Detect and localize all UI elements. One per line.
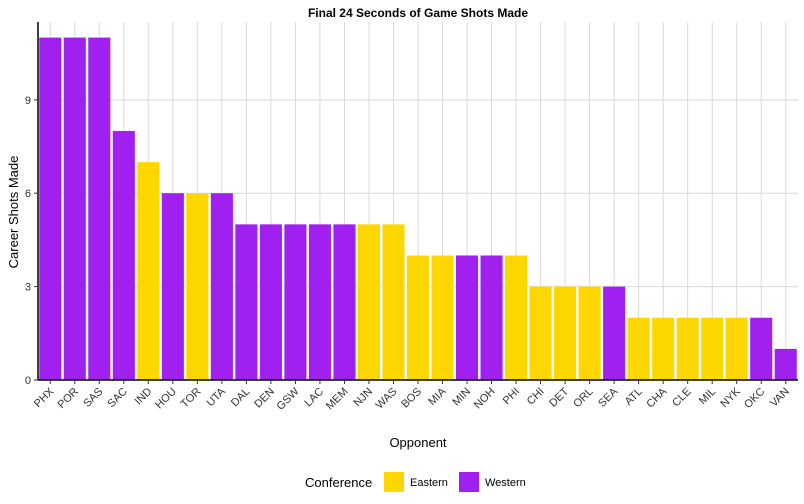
legend-title: Conference [305,475,372,490]
legend: Conference Eastern Western [305,472,526,492]
x-tick-label-den: DEN [252,386,277,411]
x-tick-label-ind: IND [133,386,155,408]
x-tick-label-mil: MIL [697,386,718,407]
bar-noh [480,255,503,380]
bar-mia [431,255,454,380]
bar-sea [603,286,626,380]
bar-sac [112,130,135,380]
bar-phi [505,255,528,380]
x-tick-label-cha: CHA [644,385,669,410]
x-tick-label-phx: PHX [32,385,57,410]
bar-mil [701,317,724,380]
x-tick-label-por: POR [56,386,81,411]
legend-swatch-western [459,472,479,492]
bar-hou [161,193,184,380]
x-tick-label-mem: MEM [324,386,351,413]
bar-tor [186,193,209,380]
y-tick-label: 3 [25,282,31,294]
bar-den [259,224,282,380]
y-ticks: 0 3 6 9 [25,95,38,387]
bar-dal [235,224,258,380]
bar-nyk [725,317,748,380]
bars [39,37,797,380]
x-tick-label-hou: HOU [153,386,179,412]
x-tick-label-orl: ORL [571,386,595,410]
x-tick-label-uta: UTA [205,385,229,409]
x-tick-label-bos: BOS [399,386,424,411]
x-tick-label-van: VAN [768,386,792,410]
legend-label-eastern: Eastern [410,477,448,489]
bar-lac [308,224,331,380]
bar-cle [676,317,699,380]
x-tick-label-cle: CLE [670,386,694,410]
bar-cha [652,317,675,380]
x-tick-label-sas: SAS [81,386,105,410]
chart-title: Final 24 Seconds of Game Shots Made [308,6,528,20]
x-tick-label-nyk: NYK [718,385,743,410]
x-tick-label-dal: DAL [229,386,253,410]
x-tick-label-mia: MIA [426,385,449,408]
y-axis-label: Career Shots Made [6,156,21,269]
bar-atl [627,317,650,380]
bar-por [63,37,86,380]
legend-label-western: Western [485,477,526,489]
x-tick-label-chi: CHI [525,386,547,408]
bar-uta [210,193,233,380]
bar-bos [406,255,430,380]
y-tick-label: 0 [25,375,31,387]
bar-orl [578,286,601,380]
y-tick-label: 6 [25,188,31,200]
x-tick-label-was: WAS [374,386,400,412]
bar-okc [750,317,773,380]
x-tick-label-min: MIN [450,386,473,409]
bar-ind [137,162,160,380]
bar-njn [357,224,380,380]
bar-van [774,348,797,380]
bar-chi [529,286,552,380]
bar-sas [88,37,111,380]
x-tick-label-atl: ATL [623,386,645,408]
x-tick-label-njn: NJN [351,386,375,410]
x-tick-label-phi: PHI [501,386,522,407]
bar-phx [39,37,62,380]
bar-mem [333,224,356,380]
bar-was [382,224,405,380]
x-tick-label-gsw: GSW [274,385,302,413]
legend-swatch-eastern [384,472,404,492]
bar-gsw [284,224,307,380]
x-tick-label-sea: SEA [596,385,621,410]
x-tick-label-okc: OKC [742,386,767,411]
x-tick-label-det: DET [547,385,571,409]
bar-det [554,286,577,380]
x-axis-label: Opponent [389,435,446,450]
x-tick-label-tor: TOR [179,386,204,411]
x-tick-label-sac: SAC [105,386,130,411]
x-tick-label-noh: NOH [472,386,498,412]
y-tick-label: 9 [25,95,31,107]
x-tick-label-lac: LAC [302,386,326,410]
bar-min [456,255,479,380]
